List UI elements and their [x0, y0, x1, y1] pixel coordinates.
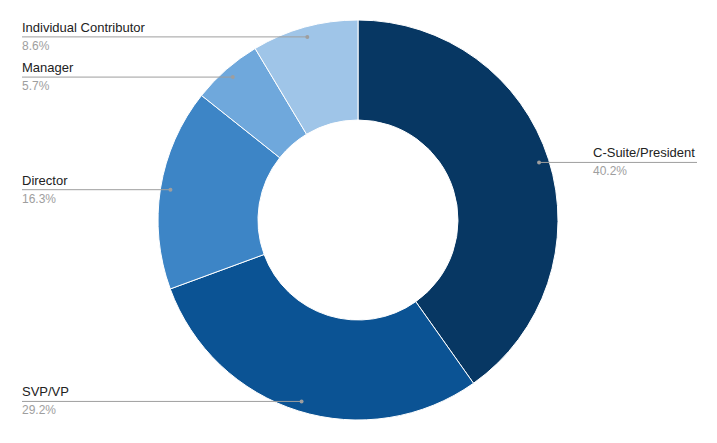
slice-label: Individual Contributor — [22, 20, 146, 35]
leader-line — [22, 77, 233, 78]
slices-center — [158, 20, 558, 420]
chart: C-Suite/President 40.2% SVP/VP 29.2% Directo… — [0, 0, 717, 443]
leader-dot — [305, 35, 309, 39]
slice-label: Manager — [22, 60, 74, 75]
value-label: 5.7% — [22, 79, 50, 93]
leader-dot — [168, 188, 172, 192]
slice-label: C-Suite/President — [593, 145, 695, 160]
slice-label: Director — [22, 173, 68, 188]
leader-dot — [300, 399, 304, 403]
leader-line — [22, 36, 307, 37]
leader-line — [539, 162, 697, 163]
value-label: 40.2% — [593, 164, 627, 178]
leader-dot — [537, 160, 541, 164]
leader-line — [22, 401, 302, 402]
leader-dot — [231, 75, 235, 79]
value-label: 16.3% — [22, 192, 56, 206]
leader-line — [22, 189, 170, 190]
slice-label: SVP/VP — [22, 384, 69, 399]
labels: C-Suite/President 40.2% SVP/VP 29.2% Directo… — [22, 20, 697, 418]
slices — [158, 20, 558, 420]
slice — [170, 254, 473, 420]
value-label: 29.2% — [22, 403, 56, 417]
value-label: 8.6% — [22, 39, 50, 53]
